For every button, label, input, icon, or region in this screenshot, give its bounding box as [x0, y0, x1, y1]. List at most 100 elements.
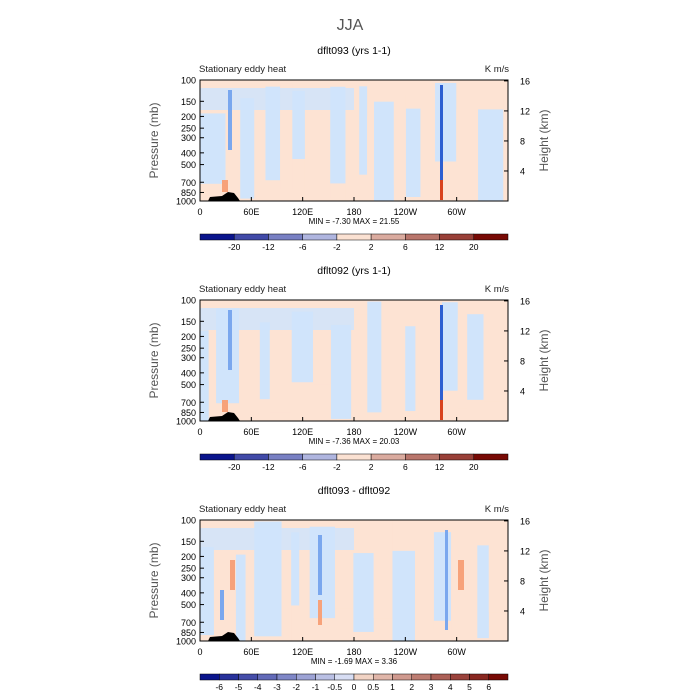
field-feature — [220, 590, 224, 620]
field-band — [367, 116, 374, 201]
field-band — [488, 533, 508, 613]
colorbar-label: 6 — [486, 682, 491, 692]
colorbar-box — [370, 453, 406, 461]
colorbar-label: -20 — [228, 242, 241, 252]
x-tick-label: 0 — [197, 427, 202, 437]
colorbar-box — [473, 453, 509, 461]
colorbar-label: 20 — [469, 462, 479, 472]
field-band — [281, 541, 292, 641]
y-tick-label: 1000 — [176, 197, 196, 207]
field-band — [478, 109, 504, 201]
y-tick-label: 700 — [181, 398, 196, 408]
y-tick-label: 200 — [181, 332, 196, 342]
y-tick-label: 700 — [181, 618, 196, 628]
panel-units: K m/s — [485, 504, 510, 515]
colorbar-box — [411, 673, 432, 681]
field-feature — [440, 180, 443, 200]
y2-tick-label: 16 — [520, 296, 530, 306]
y-tick-label: 300 — [181, 133, 196, 143]
field-band — [415, 321, 442, 421]
terrain-mask — [208, 192, 240, 201]
field-band — [420, 87, 436, 165]
colorbar-label: 20 — [469, 242, 479, 252]
field-band — [373, 520, 393, 619]
field-feature — [440, 85, 443, 195]
colorbar-label: 1 — [390, 682, 395, 692]
y-tick-label: 850 — [181, 408, 196, 418]
field-band — [299, 546, 310, 624]
field-feature — [228, 310, 232, 370]
colorbar-label: -3 — [273, 682, 281, 692]
y-tick-label: 100 — [181, 76, 196, 86]
colorbar-label: 0.5 — [367, 682, 379, 692]
field-band — [477, 545, 489, 639]
field-band — [359, 86, 368, 175]
panel-3: dflt093 - dflt092 Stationary eddy heat K m… — [147, 485, 551, 692]
field-band — [345, 105, 360, 201]
y-tick-label: 100 — [181, 296, 196, 306]
y-tick-label: 500 — [181, 380, 196, 390]
field-band — [381, 300, 406, 393]
colorbar-box — [439, 233, 475, 241]
y2-tick-label: 12 — [520, 546, 530, 556]
field-feature — [318, 535, 322, 595]
x-tick-label: 60E — [243, 647, 259, 657]
x-tick-label: 0 — [197, 647, 202, 657]
colorbar-box — [488, 673, 509, 681]
colorbar-box — [199, 233, 235, 241]
colorbar-label: -6 — [299, 242, 307, 252]
colorbar-box — [392, 673, 412, 681]
field-band — [225, 112, 241, 188]
y2-tick-label: 8 — [520, 356, 525, 366]
panel-title: dflt093 (yrs 1-1) — [317, 45, 391, 57]
y-axis-label: Pressure (mb) — [147, 102, 161, 178]
panel-subtitle-left: Stationary eddy heat — [199, 284, 287, 295]
field-band — [451, 549, 478, 641]
field-band — [280, 83, 293, 190]
field-band — [503, 98, 508, 201]
field-band — [483, 303, 508, 402]
colorbar: -20 -12 -6 -2 2 6 12 20 — [199, 233, 509, 252]
field-feature — [222, 400, 228, 412]
y2-tick-label: 12 — [520, 326, 530, 336]
colorbar-label: -2 — [333, 242, 341, 252]
field-band — [456, 109, 479, 201]
colorbar: -6 -5 -4 -3 -2 -1 -0.5 0 0.5 1 2 3 4 5 6 — [199, 673, 509, 692]
y-tick-label: 250 — [181, 344, 196, 354]
y-tick-label: 150 — [181, 537, 196, 547]
y-tick-label: 200 — [181, 112, 196, 122]
min-max-stats: MIN = -7.30 MAX = 21.55 — [309, 217, 400, 226]
panel-units: K m/s — [485, 284, 510, 295]
field-band — [351, 314, 368, 421]
x-tick-label: 60W — [447, 647, 466, 657]
x-tick-label: 120E — [292, 207, 313, 217]
field-band — [200, 547, 214, 636]
x-tick-label: 60E — [243, 207, 259, 217]
field-band — [269, 330, 292, 413]
field-feature — [440, 305, 443, 415]
colorbar-box — [276, 673, 297, 681]
colorbar-box — [233, 233, 269, 241]
y-tick-label: 700 — [181, 178, 196, 188]
field-band — [200, 528, 354, 550]
colorbar-label: 3 — [429, 682, 434, 692]
panel-title: dflt093 - dflt092 — [318, 485, 391, 497]
x-tick-label: 180 — [346, 207, 361, 217]
colorbar-box — [473, 233, 509, 241]
y-tick-label: 400 — [181, 368, 196, 378]
y-tick-label: 500 — [181, 160, 196, 170]
colorbar-box — [430, 673, 451, 681]
panel-1: dflt093 (yrs 1-1) Stationary eddy heat K m… — [147, 45, 551, 252]
y-tick-label: 150 — [181, 97, 196, 107]
y2-tick-label: 8 — [520, 136, 525, 146]
field-band — [291, 532, 300, 606]
colorbar-box — [373, 673, 393, 681]
field-band — [330, 324, 352, 419]
field-band — [435, 82, 457, 162]
page-title: JJA — [337, 17, 364, 34]
colorbar-box — [353, 673, 374, 681]
panel-subtitle-left: Stationary eddy heat — [199, 64, 287, 75]
colorbar-label: -0.5 — [327, 682, 342, 692]
field-feature — [228, 90, 232, 150]
colorbar-box — [336, 453, 372, 461]
